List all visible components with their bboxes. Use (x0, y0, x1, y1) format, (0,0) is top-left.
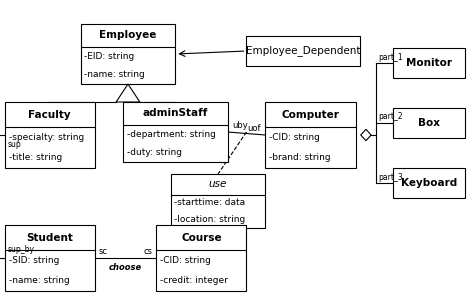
Text: -EID: string: -EID: string (84, 52, 135, 61)
Text: uof: uof (247, 124, 261, 133)
Text: Employee_Dependent: Employee_Dependent (246, 46, 361, 56)
Text: Box: Box (418, 118, 440, 128)
Bar (246, 36, 360, 66)
Text: choose: choose (109, 263, 142, 272)
Text: use: use (209, 179, 227, 189)
Text: -name: string: -name: string (9, 276, 69, 285)
Text: part_2: part_2 (378, 112, 403, 122)
Text: Faculty: Faculty (28, 110, 71, 119)
Bar (5, 102, 95, 168)
Text: Computer: Computer (282, 110, 339, 119)
Text: part_1: part_1 (378, 52, 403, 62)
Text: -CID: string: -CID: string (160, 256, 211, 265)
Text: sup_by: sup_by (7, 244, 34, 253)
Text: Student: Student (27, 232, 73, 242)
Polygon shape (116, 84, 140, 102)
Text: -location: string: -location: string (174, 215, 246, 224)
Text: Course: Course (181, 232, 222, 242)
Text: sup: sup (7, 140, 21, 149)
Bar (123, 102, 228, 162)
Text: -title: string: -title: string (9, 153, 62, 162)
Polygon shape (361, 129, 371, 141)
Text: uby: uby (232, 121, 248, 130)
Text: part_3: part_3 (378, 172, 403, 182)
Bar (156, 225, 246, 291)
Text: -brand: string: -brand: string (269, 153, 331, 162)
Bar (81, 24, 175, 84)
Text: -starttime: data: -starttime: data (174, 198, 246, 207)
Text: -SID: string: -SID: string (9, 256, 59, 265)
Text: -specialty: string: -specialty: string (9, 133, 84, 142)
Text: Employee: Employee (99, 30, 157, 40)
Bar (393, 108, 465, 138)
Text: -name: string: -name: string (84, 70, 145, 79)
Text: -CID: string: -CID: string (269, 133, 320, 142)
Bar (393, 48, 465, 78)
Text: Keyboard: Keyboard (401, 178, 457, 188)
Bar (393, 168, 465, 198)
Text: sc: sc (99, 247, 108, 256)
Text: Monitor: Monitor (406, 58, 452, 68)
Text: -credit: integer: -credit: integer (160, 276, 228, 285)
Text: -department: string: -department: string (127, 130, 216, 139)
Text: adminStaff: adminStaff (143, 108, 208, 118)
Bar (5, 225, 95, 291)
Text: cs: cs (144, 247, 153, 256)
Bar (171, 174, 265, 228)
Bar (265, 102, 356, 168)
Text: -duty: string: -duty: string (127, 148, 182, 157)
